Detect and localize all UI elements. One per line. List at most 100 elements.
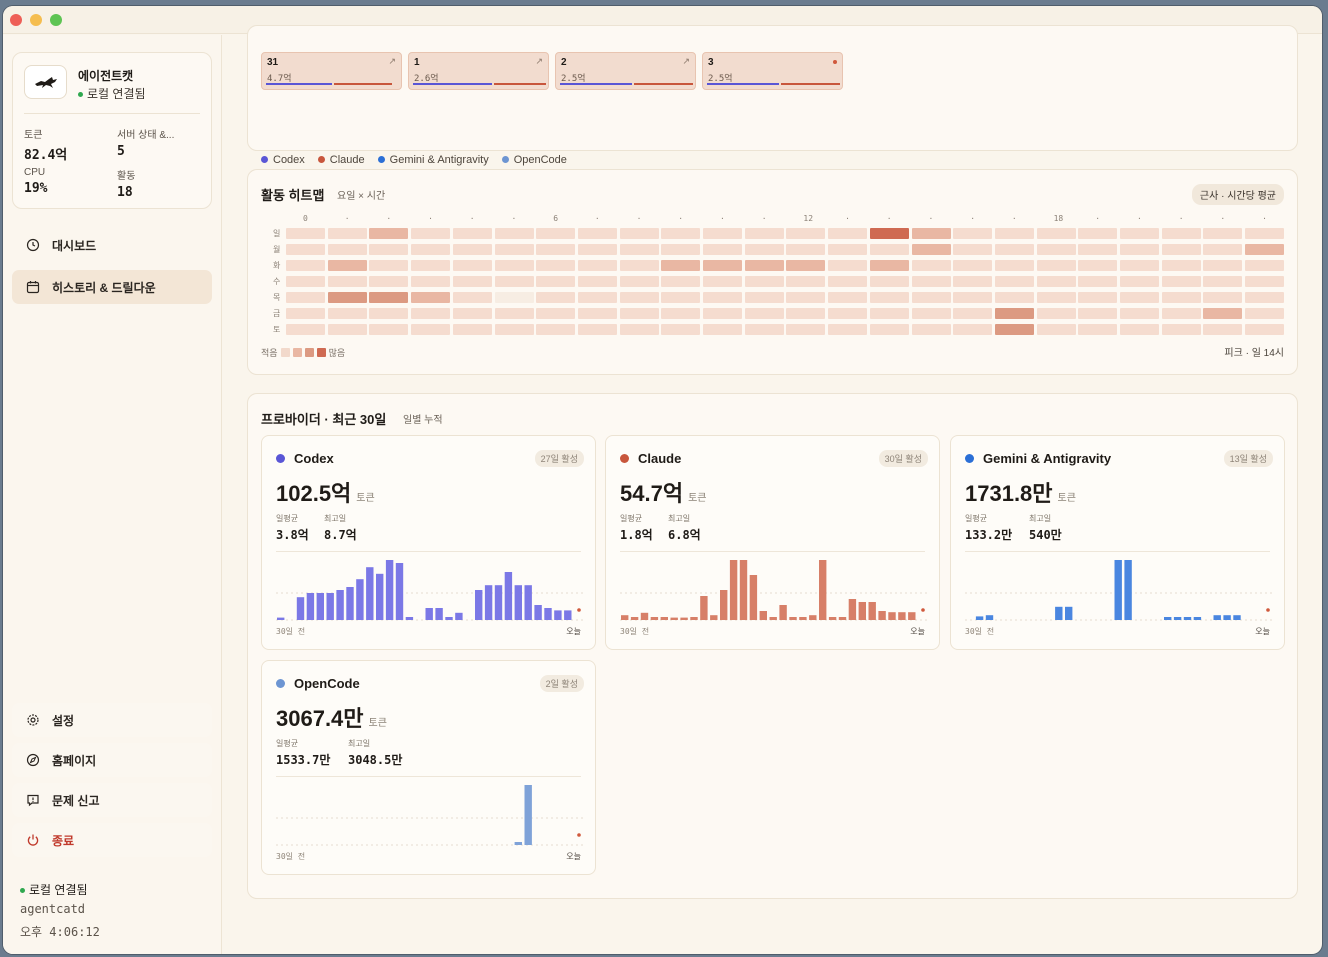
heatmap-cell[interactable] — [286, 324, 325, 335]
heatmap-cell[interactable] — [869, 292, 909, 303]
heatmap-cell[interactable] — [369, 244, 409, 255]
heatmap-cell[interactable] — [953, 276, 993, 287]
daily-bar[interactable] — [908, 612, 916, 620]
daily-bar[interactable] — [1213, 615, 1221, 620]
heatmap-cell[interactable] — [411, 292, 451, 303]
daily-bar[interactable] — [640, 612, 649, 620]
heatmap-cell[interactable] — [1245, 260, 1285, 271]
heatmap-cell[interactable] — [828, 244, 868, 255]
heatmap-cell[interactable] — [494, 276, 534, 287]
daily-bar[interactable] — [838, 617, 847, 620]
nav-quit[interactable]: 종료 — [12, 823, 212, 857]
daily-bar[interactable] — [660, 617, 668, 620]
heatmap-cell[interactable] — [1161, 276, 1201, 287]
heatmap-cell[interactable] — [286, 228, 325, 239]
daily-bar[interactable] — [819, 560, 827, 620]
daily-bar[interactable] — [1164, 617, 1172, 620]
heatmap-cell[interactable] — [786, 292, 826, 303]
daily-bar[interactable] — [336, 590, 344, 620]
daily-bar[interactable] — [366, 567, 374, 620]
daily-bar[interactable] — [524, 585, 532, 620]
nav-homepage[interactable]: 홈페이지 — [12, 743, 212, 777]
heatmap-cell[interactable] — [494, 260, 534, 271]
provider-card[interactable]: Gemini & Antigravity 13일 활성 1731.8만 토큰 일평균 13… — [950, 435, 1285, 650]
heatmap-cell[interactable] — [327, 244, 367, 255]
heatmap-cell[interactable] — [452, 276, 492, 287]
nav-dashboard[interactable]: 대시보드 — [12, 228, 212, 262]
daily-bar[interactable] — [799, 617, 807, 620]
daily-bar[interactable] — [524, 785, 532, 845]
daily-bar[interactable] — [395, 563, 404, 620]
daily-bar[interactable] — [789, 617, 797, 620]
daily-bar[interactable] — [435, 608, 443, 620]
daily-bar[interactable] — [985, 615, 994, 620]
heatmap-cell[interactable] — [1078, 228, 1118, 239]
heatmap-cell[interactable] — [911, 292, 951, 303]
heatmap-cell[interactable] — [411, 260, 451, 271]
heatmap-cell[interactable] — [452, 228, 492, 239]
daily-bar[interactable] — [1173, 617, 1182, 620]
heatmap-cell[interactable] — [1120, 292, 1159, 303]
heatmap-cell[interactable] — [1203, 324, 1243, 335]
daily-bar[interactable] — [888, 612, 896, 620]
heatmap-cell[interactable] — [953, 292, 993, 303]
heatmap-cell[interactable] — [661, 228, 701, 239]
heatmap-cell[interactable] — [411, 276, 451, 287]
provider-card[interactable]: Claude 30일 활성 54.7억 토큰 일평균 1.8억 최고일 6.8억 30일 전 오늘 — [605, 435, 940, 650]
heatmap-cell[interactable] — [911, 228, 951, 239]
heatmap-cell[interactable] — [703, 244, 742, 255]
heatmap-cell[interactable] — [786, 228, 826, 239]
heatmap-cell[interactable] — [577, 308, 617, 319]
heatmap-cell[interactable] — [369, 276, 409, 287]
close-window-button[interactable] — [10, 14, 22, 26]
heatmap-cell[interactable] — [1203, 260, 1243, 271]
daily-bar[interactable] — [1183, 617, 1192, 620]
heatmap-cell[interactable] — [1036, 276, 1076, 287]
heatmap-cell[interactable] — [911, 324, 951, 335]
heatmap-cell[interactable] — [786, 324, 826, 335]
heatmap-cell[interactable] — [369, 260, 409, 271]
daily-bar[interactable] — [680, 617, 688, 620]
heatmap-cell[interactable] — [619, 324, 659, 335]
heatmap-cell[interactable] — [619, 292, 659, 303]
heatmap-cell[interactable] — [452, 324, 492, 335]
heatmap-cell[interactable] — [703, 324, 742, 335]
heatmap-cell[interactable] — [828, 276, 868, 287]
heatmap-cell[interactable] — [869, 228, 909, 239]
heatmap-cell[interactable] — [286, 276, 325, 287]
heatmap-cell[interactable] — [744, 260, 784, 271]
heatmap-cell[interactable] — [1245, 324, 1285, 335]
heatmap-cell[interactable] — [703, 276, 742, 287]
heatmap-cell[interactable] — [327, 308, 367, 319]
daily-bar[interactable] — [828, 617, 837, 620]
heatmap-cell[interactable] — [744, 308, 784, 319]
heatmap-cell[interactable] — [1161, 292, 1201, 303]
heatmap-cell[interactable] — [494, 308, 534, 319]
heatmap-cell[interactable] — [1036, 324, 1076, 335]
day-tile[interactable]: 1 2.6억 ↗ — [408, 52, 549, 90]
heatmap-cell[interactable] — [828, 308, 868, 319]
daily-bar[interactable] — [1193, 617, 1202, 620]
heatmap-cell[interactable] — [536, 260, 576, 271]
minimize-window-button[interactable] — [30, 14, 42, 26]
daily-bar[interactable] — [376, 573, 384, 620]
heatmap-cell[interactable] — [1161, 228, 1201, 239]
heatmap-cell[interactable] — [703, 228, 742, 239]
heatmap-cell[interactable] — [1036, 308, 1076, 319]
heatmap-cell[interactable] — [994, 244, 1034, 255]
heatmap-cell[interactable] — [786, 308, 826, 319]
heatmap-cell[interactable] — [1161, 260, 1201, 271]
day-tile[interactable]: 3 2.5억 — [702, 52, 843, 90]
heatmap-cell[interactable] — [1120, 244, 1159, 255]
heatmap-cell[interactable] — [869, 324, 909, 335]
heatmap-cell[interactable] — [619, 244, 659, 255]
heatmap-cell[interactable] — [1161, 244, 1201, 255]
heatmap-cell[interactable] — [1078, 276, 1118, 287]
heatmap-cell[interactable] — [1245, 244, 1285, 255]
heatmap-cell[interactable] — [1036, 292, 1076, 303]
heatmap-cell[interactable] — [577, 228, 617, 239]
heatmap-cell[interactable] — [911, 276, 951, 287]
daily-bar[interactable] — [1114, 560, 1122, 620]
daily-bar[interactable] — [296, 597, 305, 620]
daily-bar[interactable] — [316, 593, 324, 620]
